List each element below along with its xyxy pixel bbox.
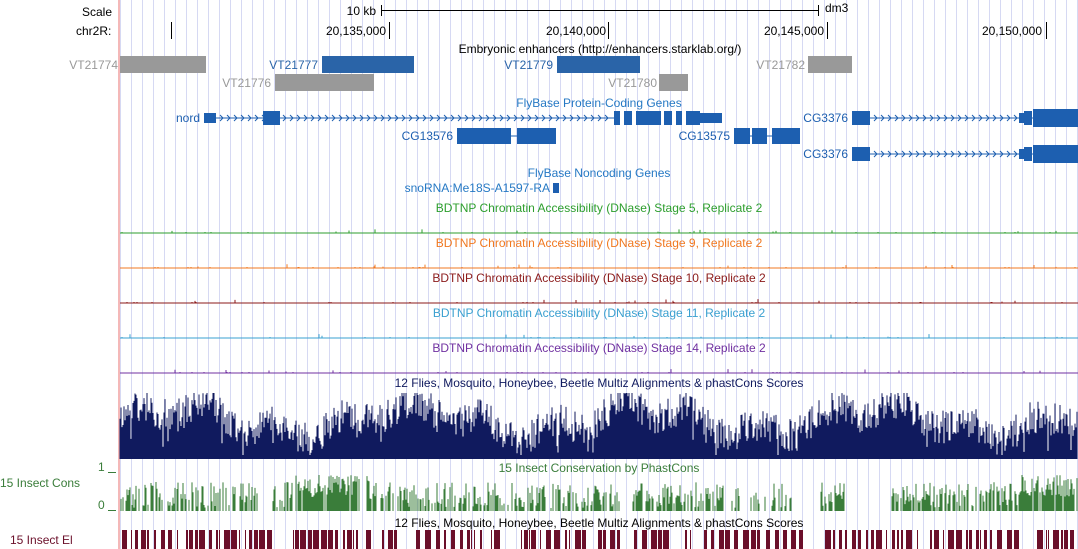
elements-side-label[interactable]: 15 Insect El	[10, 533, 73, 547]
coding-exon	[624, 111, 632, 125]
dnase-track-title: BDTNP Chromatin Accessibility (DNase) St…	[435, 236, 763, 250]
dnase-signal	[120, 264, 1078, 269]
dnase-signal	[120, 369, 1078, 374]
ruler-tick	[827, 22, 828, 39]
gene-nord[interactable]	[204, 111, 722, 125]
noncoding-gene-label: snoRNA:Me18S-A1597-RA	[404, 181, 550, 195]
coding-exon	[457, 128, 511, 144]
gene-cg3376-b[interactable]	[852, 145, 1078, 163]
scale-bar-label: 10 kb	[346, 4, 376, 18]
utr-exon	[1019, 149, 1024, 159]
enhancer-label: VT21780	[608, 76, 657, 90]
assembly-label: dm3	[825, 1, 849, 15]
axis-tick	[108, 472, 116, 473]
scale-bar-left-end	[381, 5, 382, 16]
gene-label: CG13576	[401, 129, 453, 143]
enhancer-feature[interactable]	[120, 56, 206, 73]
gene-label: CG13575	[678, 129, 730, 143]
chrom-label: chr2R:	[76, 24, 112, 38]
phastcons-axis-max: 1	[98, 460, 105, 474]
ruler-tick	[171, 22, 172, 39]
enhancers-track-title: Embryonic enhancers (http://enhancers.st…	[458, 42, 742, 56]
multiz-signal	[119, 393, 1078, 459]
scale-label: Scale	[82, 5, 113, 19]
elements-features	[122, 530, 1074, 549]
dnase-track-title: BDTNP Chromatin Accessibility (DNase) St…	[432, 341, 766, 355]
phastcons-side-label[interactable]: 15 Insect Cons	[0, 476, 81, 490]
scale-bar	[381, 10, 818, 11]
coding-exon	[676, 111, 682, 125]
genes-track-title: FlyBase Protein-Coding Genes	[516, 96, 682, 110]
coding-exon	[1033, 109, 1078, 127]
ruler-tick-label: 20,140,000	[545, 24, 606, 38]
gene-cg3376-a[interactable]	[852, 109, 1078, 127]
ruler-tick-label: 20,145,000	[763, 24, 824, 38]
ruler-tick	[608, 22, 609, 39]
scale-bar-right-end	[818, 5, 819, 16]
coding-exon	[1024, 111, 1032, 125]
coding-exon	[664, 111, 672, 125]
strand-arrows	[873, 150, 1018, 158]
coding-exon	[1024, 147, 1032, 161]
utr-exon	[1019, 113, 1024, 123]
gene-label: CG3376	[803, 111, 848, 125]
gene-cg13575[interactable]	[734, 128, 800, 144]
dnase-track-title: BDTNP Chromatin Accessibility (DNase) St…	[432, 271, 766, 285]
coding-exon	[517, 128, 556, 144]
gene-cg13576[interactable]	[457, 128, 556, 144]
phastcons-track-title: 15 Insect Conservation by PhastCons	[498, 461, 700, 475]
coding-exon	[772, 128, 800, 144]
strand-arrows	[873, 114, 1018, 122]
enhancer-feature[interactable]	[322, 56, 414, 73]
enhancer-feature[interactable]	[275, 74, 374, 91]
enhancer-label: VT21782	[756, 58, 805, 72]
ruler-tick	[389, 22, 390, 39]
coding-exon	[852, 111, 870, 125]
dnase-signal	[120, 229, 1078, 234]
ruler-tick	[1046, 22, 1047, 39]
coding-exon	[636, 111, 661, 125]
enhancer-label: VT21774	[69, 58, 118, 72]
dnase-track-title: BDTNP Chromatin Accessibility (DNase) St…	[435, 201, 763, 215]
utr-exon	[700, 113, 722, 123]
coding-exon	[752, 128, 767, 144]
gene-label: CG3376	[803, 147, 848, 161]
elements-track-title: 12 Flies, Mosquito, Honeybee, Beetle Mul…	[394, 516, 804, 530]
coding-exon	[686, 111, 700, 125]
enhancer-feature[interactable]	[659, 74, 688, 91]
dnase-signal	[120, 299, 1078, 304]
coding-exon	[614, 111, 620, 125]
enhancer-feature[interactable]	[808, 56, 852, 73]
gene-label: nord	[175, 111, 200, 125]
ruler-tick-label: 20,135,000	[325, 24, 386, 38]
coding-exon	[263, 111, 280, 125]
coding-exon	[852, 147, 870, 161]
coding-exon	[734, 128, 750, 144]
snorna-feature[interactable]	[553, 183, 559, 193]
axis-tick	[108, 510, 116, 511]
ruler-tick-label: 20,150,000	[981, 24, 1042, 38]
noncoding-track-title: FlyBase Noncoding Genes	[527, 166, 671, 180]
dnase-track-title: BDTNP Chromatin Accessibility (DNase) St…	[432, 306, 766, 320]
coding-exon	[1033, 145, 1078, 163]
enhancer-label: VT21777	[269, 58, 318, 72]
label-area-divider	[118, 0, 120, 549]
dnase-signal	[120, 334, 1078, 339]
multiz-track-title: 12 Flies, Mosquito, Honeybee, Beetle Mul…	[394, 376, 804, 390]
enhancer-feature[interactable]	[557, 56, 640, 73]
utr-exon	[204, 113, 216, 123]
phastcons-signal	[120, 475, 1078, 511]
enhancer-label: VT21779	[504, 58, 553, 72]
phastcons-axis-min: 0	[98, 498, 105, 512]
enhancer-label: VT21776	[222, 76, 271, 90]
